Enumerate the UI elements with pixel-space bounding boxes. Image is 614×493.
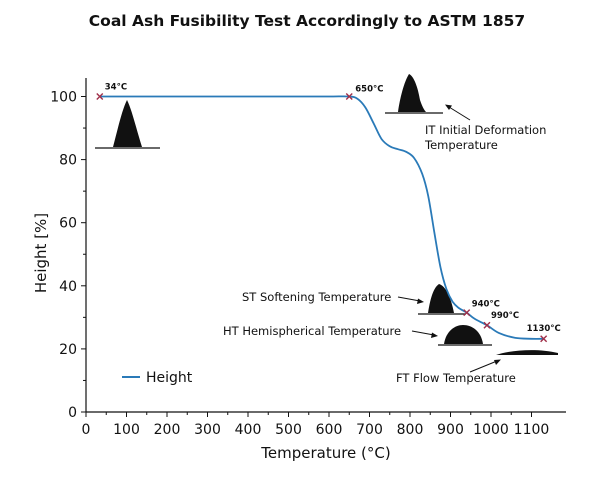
x-tick-label: 0: [82, 422, 91, 438]
marker-cross: [96, 93, 104, 100]
marker-cross: [540, 335, 548, 343]
annotation-ft: FT Flow Temperature: [396, 371, 516, 385]
y-ticks: 0 20 40 60 80 100: [50, 90, 86, 421]
cone-shape-st: [418, 284, 466, 315]
y-tick-label: 60: [59, 216, 77, 232]
y-tick-label: 40: [59, 279, 77, 295]
y-tick-label: 20: [59, 342, 77, 358]
data-marker: 1130°C: [527, 324, 561, 343]
arrow-ft: [469, 359, 501, 373]
cone-shape-it: [385, 74, 443, 114]
x-tick-label: 700: [356, 422, 383, 438]
arrow-st: [397, 296, 424, 304]
data-marker: 940°C: [463, 300, 500, 317]
x-tick-label: 800: [397, 422, 424, 438]
marker-label: 650°C: [355, 85, 383, 95]
marker-label: 34°C: [105, 83, 127, 93]
arrow-ht: [411, 330, 438, 338]
cone-shape-initial: [95, 100, 160, 149]
x-tick-label: 1100: [514, 422, 550, 438]
x-ticks: 0 100 200 300 400 500 600 700 800 900 1000 1100: [82, 412, 550, 438]
x-tick-label: 300: [194, 422, 221, 438]
cone-shape-ht: [438, 325, 492, 346]
axes: [85, 78, 566, 413]
series-line-height: [99, 95, 544, 340]
marker-label: 990°C: [491, 311, 519, 321]
annotation-it-line2: Temperature: [424, 138, 498, 152]
data-marker: 34°C: [96, 83, 127, 100]
marker-cross: [463, 309, 471, 317]
annotation-arrows: [397, 104, 501, 373]
sample-shapes: [95, 74, 558, 355]
annotation-st: ST Softening Temperature: [242, 290, 391, 304]
x-tick-label: 200: [154, 422, 181, 438]
data-marker: 650°C: [345, 85, 383, 100]
legend-label: Height: [146, 370, 193, 386]
y-tick-label: 80: [59, 153, 77, 169]
cone-shape-ft: [496, 350, 558, 355]
annotation-it-line1: IT Initial Deformation: [425, 123, 546, 137]
marker-label: 1130°C: [527, 324, 561, 334]
data-marker: 990°C: [483, 311, 519, 329]
x-tick-label: 900: [437, 422, 464, 438]
x-tick-label: 600: [316, 422, 343, 438]
x-tick-label: 500: [275, 422, 302, 438]
marker-label: 940°C: [472, 300, 500, 310]
marker-cross: [483, 321, 491, 329]
marker-cross: [345, 93, 353, 100]
y-axis-label: Height [%]: [32, 213, 50, 293]
x-axis-label: Temperature (°C): [260, 444, 390, 462]
chart-title: Coal Ash Fusibility Test Accordingly to …: [88, 12, 526, 30]
y-tick-label: 100: [50, 90, 77, 106]
x-tick-label: 400: [235, 422, 262, 438]
y-tick-label: 0: [68, 405, 77, 421]
x-tick-label: 1000: [473, 422, 509, 438]
arrow-it: [445, 104, 471, 121]
legend: Height: [122, 370, 193, 386]
annotation-ht: HT Hemispherical Temperature: [223, 324, 401, 338]
x-tick-label: 100: [113, 422, 140, 438]
